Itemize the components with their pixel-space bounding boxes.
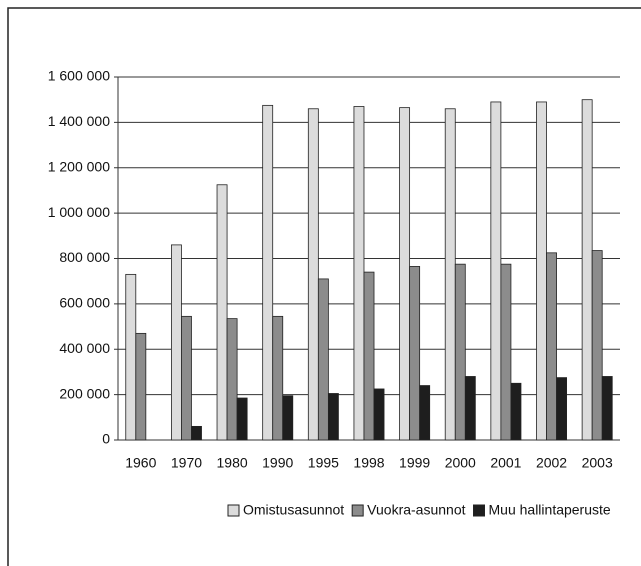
bar bbox=[556, 377, 568, 441]
x-tick-label: 1960 bbox=[125, 455, 156, 471]
bar bbox=[272, 315, 284, 441]
y-tick-label: 1 200 000 bbox=[48, 158, 110, 174]
bar bbox=[236, 397, 248, 441]
y-tick-label: 600 000 bbox=[59, 295, 110, 311]
bar bbox=[135, 332, 147, 441]
x-tick-label: 2003 bbox=[582, 455, 613, 471]
bar bbox=[500, 263, 512, 441]
bar bbox=[601, 376, 613, 441]
y-tick-label: 400 000 bbox=[59, 340, 110, 356]
y-tick-label: 200 000 bbox=[59, 385, 110, 401]
y-tick-label: 800 000 bbox=[59, 249, 110, 265]
bar bbox=[170, 244, 182, 441]
bar bbox=[282, 395, 294, 441]
bar bbox=[181, 315, 192, 441]
x-tick-label: 1980 bbox=[217, 455, 248, 471]
x-tick-label: 1990 bbox=[262, 455, 293, 471]
bar bbox=[490, 101, 502, 441]
frame bbox=[7, 7, 641, 566]
x-tick-label: 1999 bbox=[399, 455, 430, 471]
bar bbox=[581, 99, 593, 441]
bar bbox=[353, 106, 365, 441]
y-tick-label: 1 000 000 bbox=[48, 204, 110, 220]
legend-label: Vuokra-asunnot bbox=[367, 502, 465, 518]
bar bbox=[419, 385, 431, 441]
x-tick-label: 2001 bbox=[490, 455, 521, 471]
y-tick-label: 1 400 000 bbox=[48, 113, 110, 129]
bar bbox=[363, 271, 375, 441]
bar bbox=[454, 263, 466, 441]
bar bbox=[399, 107, 411, 441]
legend-swatch bbox=[351, 504, 364, 517]
bar bbox=[191, 425, 202, 441]
bar bbox=[317, 278, 329, 441]
x-tick-label: 2000 bbox=[445, 455, 476, 471]
bar bbox=[591, 250, 603, 441]
x-tick-label: 1995 bbox=[308, 455, 339, 471]
bar bbox=[262, 104, 274, 441]
bar bbox=[307, 108, 319, 441]
bar bbox=[536, 101, 547, 441]
bar bbox=[125, 273, 137, 441]
bar bbox=[373, 388, 385, 441]
bar bbox=[409, 266, 421, 441]
bar bbox=[510, 382, 522, 441]
x-tick-label: 1998 bbox=[353, 455, 384, 471]
bar bbox=[216, 184, 228, 441]
legend-swatch bbox=[227, 504, 240, 517]
legend-label: Muu hallintaperuste bbox=[489, 502, 611, 518]
bar bbox=[464, 376, 476, 441]
y-tick-label: 0 bbox=[102, 431, 110, 447]
bar bbox=[226, 318, 238, 441]
x-tick-label: 2002 bbox=[536, 455, 567, 471]
bar bbox=[444, 108, 456, 441]
bar bbox=[327, 393, 339, 441]
y-tick-label: 1 600 000 bbox=[48, 68, 110, 84]
x-tick-label: 1970 bbox=[171, 455, 202, 471]
legend-swatch bbox=[473, 504, 485, 517]
legend-label: Omistusasunnot bbox=[243, 502, 344, 518]
bar bbox=[546, 252, 557, 441]
